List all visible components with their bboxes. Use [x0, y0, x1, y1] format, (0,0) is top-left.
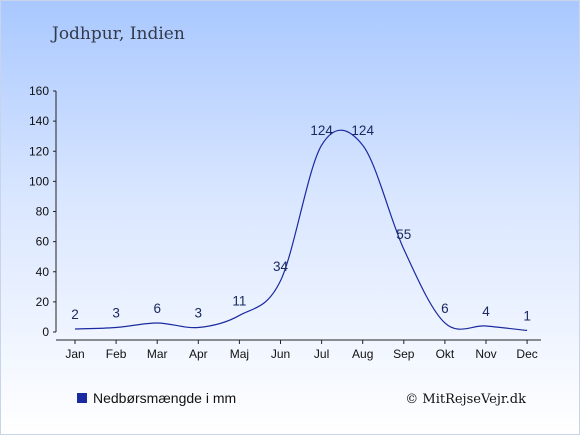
- data-point: [115, 326, 118, 329]
- data-label: 34: [273, 259, 289, 274]
- data-point: [279, 279, 282, 282]
- x-tick-label: Sep: [393, 347, 415, 361]
- data-label: 124: [310, 123, 333, 138]
- series-group: [74, 129, 529, 332]
- x-tick-label: Aug: [352, 347, 373, 361]
- data-point: [74, 327, 77, 330]
- data-point: [320, 144, 323, 147]
- data-label: 124: [351, 123, 374, 138]
- data-label: 4: [482, 304, 490, 319]
- x-tick-label: Jan: [65, 347, 84, 361]
- data-point: [443, 321, 446, 324]
- y-axis: 0 20 40 60 80 100 120 140 160: [29, 84, 57, 339]
- x-tick-label: Maj: [230, 347, 249, 361]
- x-tick-label: Dec: [516, 347, 537, 361]
- data-point: [361, 144, 364, 147]
- y-tick-label: 40: [36, 265, 50, 279]
- chart-title: Jodhpur, Indien: [50, 24, 185, 44]
- data-label: 55: [396, 227, 411, 242]
- x-tick-label: Feb: [106, 347, 127, 361]
- data-point: [402, 248, 405, 251]
- data-point: [526, 329, 529, 332]
- x-tick-label: Mar: [147, 347, 168, 361]
- y-tick-label: 60: [36, 235, 50, 249]
- y-tick-label: 160: [29, 84, 49, 98]
- y-tick-label: 120: [29, 144, 49, 158]
- legend-marker: [77, 393, 87, 403]
- data-label: 2: [71, 307, 79, 322]
- data-label: 11: [232, 293, 246, 308]
- data-point: [156, 321, 159, 324]
- x-axis: Jan Feb Mar Apr Maj Jun Jul Aug Sep Okt Nov Dec: [56, 339, 541, 361]
- data-label: 6: [153, 301, 161, 316]
- y-tick-label: 100: [29, 174, 49, 188]
- legend-label: Nedbørsmængde i mm: [93, 390, 236, 406]
- precipitation-line: [74, 129, 528, 332]
- y-tick-label: 140: [29, 114, 49, 128]
- data-point: [197, 326, 200, 329]
- x-tick-label: Apr: [189, 347, 208, 361]
- data-labels: 2 3 6 3 11 34 124 124 55 6 4 1: [71, 123, 531, 323]
- x-tick-label: Jul: [314, 347, 329, 361]
- x-tick-label: Nov: [475, 347, 496, 361]
- data-point: [485, 324, 488, 327]
- y-tick-label: 80: [36, 205, 50, 219]
- data-label: 3: [195, 305, 203, 320]
- data-label: 6: [441, 301, 449, 316]
- y-tick-label: 0: [42, 325, 49, 339]
- data-label: 1: [523, 308, 531, 323]
- x-tick-label: Okt: [436, 347, 455, 361]
- y-tick-label: 20: [36, 295, 50, 309]
- credit-text[interactable]: © MitRejseVejr.dk: [405, 392, 526, 407]
- data-label: 3: [112, 305, 120, 320]
- data-point: [238, 314, 241, 317]
- x-tick-label: Jun: [271, 347, 290, 361]
